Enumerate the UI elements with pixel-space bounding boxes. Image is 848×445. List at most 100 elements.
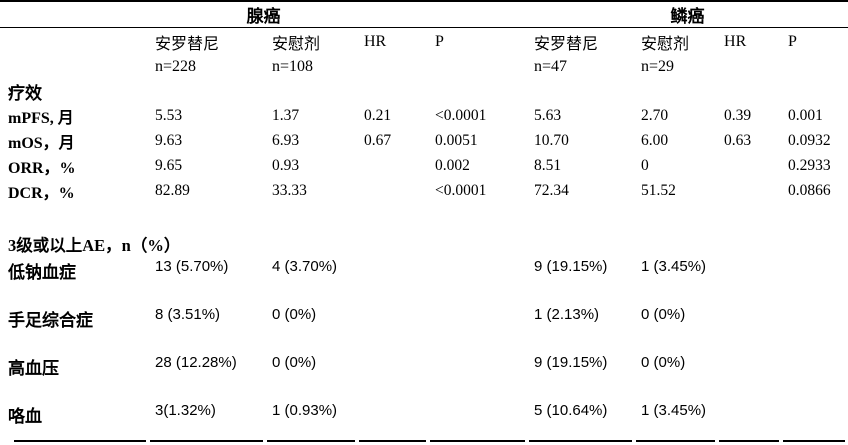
border-segment xyxy=(267,439,355,442)
row-label: 咯血 xyxy=(8,406,42,426)
cell-value xyxy=(781,400,848,440)
table-row: ORR，% 9.65 0.93 0.002 8.51 0 0.2933 xyxy=(0,154,848,179)
cell-value: 9.63 xyxy=(155,132,183,149)
table-row: mPFS, 月 5.53 1.37 0.21 <0.0001 5.63 2.70 0.39 0.… xyxy=(0,104,848,129)
col-header-anlotinib-squamous: 安罗替尼 xyxy=(534,35,599,53)
cell-value xyxy=(717,256,781,304)
group-header-squamous: 鳞癌 xyxy=(527,1,848,28)
cell-value: 1 (3.45%) xyxy=(641,257,707,275)
section-spacer xyxy=(0,204,848,232)
cell-value: 1 (2.13%) xyxy=(534,305,600,323)
cell-value: 0 (0%) xyxy=(272,353,317,371)
border-segment xyxy=(719,439,779,442)
n-anlotinib-adeno: n=228 xyxy=(155,58,197,75)
cell-value: 0.0932 xyxy=(788,132,831,149)
corner-cell xyxy=(0,56,148,79)
section-title-row: 3级或以上AE，n（%） xyxy=(0,232,848,256)
cell-value: 82.89 xyxy=(155,182,190,199)
cell-value: 5.63 xyxy=(534,107,562,124)
row-label: mPFS, 月 xyxy=(8,110,74,127)
cell-value xyxy=(717,179,781,204)
cell-value: 72.34 xyxy=(534,182,569,199)
table-bottom-border xyxy=(0,439,848,443)
section-title: 3级或以上AE，n（%） xyxy=(8,235,181,255)
cell-value: 8 (3.51%) xyxy=(155,305,221,323)
cell-value: 0.0866 xyxy=(788,182,831,199)
border-segment xyxy=(636,439,715,442)
cell-value: 1 (3.45%) xyxy=(641,401,707,419)
cell-value: 6.00 xyxy=(641,132,669,149)
cancer-type-header-row: 腺癌 鳞癌 xyxy=(0,1,848,28)
col-header-p-adeno: P xyxy=(435,32,444,50)
cell-value: 0.002 xyxy=(435,157,470,174)
cell-value: 28 (12.28%) xyxy=(155,353,237,371)
cell-value xyxy=(781,304,848,352)
border-segment xyxy=(529,439,632,442)
cell-value: 2.70 xyxy=(641,107,669,124)
cell-value: 0.39 xyxy=(724,107,752,124)
empty-cell xyxy=(717,56,781,79)
sample-size-row: n=228 n=108 n=47 n=29 xyxy=(0,56,848,79)
border-segment xyxy=(783,439,845,442)
col-header-anlotinib-adeno: 安罗替尼 xyxy=(155,35,220,53)
cell-value: 0 (0%) xyxy=(641,353,686,371)
cell-value xyxy=(781,256,848,304)
cell-value: 9.65 xyxy=(155,157,183,174)
cell-value xyxy=(357,154,428,179)
n-placebo-squamous: n=29 xyxy=(641,58,675,75)
cell-value: 8.51 xyxy=(534,157,562,174)
corner-cell xyxy=(0,28,148,56)
cell-value: 3(1.32%) xyxy=(155,401,216,419)
cell-value xyxy=(357,256,428,304)
row-label: mOS，月 xyxy=(8,135,75,152)
border-segment xyxy=(430,439,525,442)
row-label: 手足综合症 xyxy=(8,310,93,330)
cell-value: 0 (0%) xyxy=(641,305,686,323)
cell-value xyxy=(717,304,781,352)
cell-value: 1.37 xyxy=(272,107,300,124)
cell-value: 33.33 xyxy=(272,182,307,199)
cell-value: <0.0001 xyxy=(435,182,487,199)
cell-value xyxy=(781,352,848,400)
table-row: 咯血 3(1.32%) 1 (0.93%) 5 (10.64%) 1 (3.45%) xyxy=(0,400,848,440)
row-label: ORR，% xyxy=(8,160,76,177)
border-segment xyxy=(150,439,263,442)
border-segment xyxy=(14,439,146,442)
cell-value xyxy=(428,256,527,304)
cell-value: 51.52 xyxy=(641,182,676,199)
table-row: 高血压 28 (12.28%) 0 (0%) 9 (19.15%) 0 (0%) xyxy=(0,352,848,400)
col-header-hr-squamous: HR xyxy=(724,32,747,50)
cell-value xyxy=(717,352,781,400)
table-row: 低钠血症 13 (5.70%) 4 (3.70%) 9 (19.15%) 1 (3.45… xyxy=(0,256,848,304)
cell-value: <0.0001 xyxy=(435,107,487,124)
cell-value xyxy=(428,400,527,440)
section-title-row: 疗效 xyxy=(0,79,848,104)
section-title: 疗效 xyxy=(8,83,42,103)
cell-value: 0.001 xyxy=(788,107,823,124)
cell-value: 4 (3.70%) xyxy=(272,257,338,275)
cell-value xyxy=(428,352,527,400)
cell-value: 13 (5.70%) xyxy=(155,257,229,275)
cell-value xyxy=(428,304,527,352)
row-label: 高血压 xyxy=(8,358,59,378)
empty-cell xyxy=(781,56,848,79)
cell-value: 9 (19.15%) xyxy=(534,257,608,275)
row-label: DCR，% xyxy=(8,185,75,202)
cell-value: 0.2933 xyxy=(788,157,831,174)
cell-value: 0.0051 xyxy=(435,132,478,149)
column-header-row: 安罗替尼 安慰剂 HR P 安罗替尼 安慰剂 HR P xyxy=(0,28,848,56)
col-header-p-squamous: P xyxy=(788,32,797,50)
n-placebo-adeno: n=108 xyxy=(272,58,314,75)
cell-value xyxy=(357,179,428,204)
cell-value: 5 (10.64%) xyxy=(534,401,608,419)
cell-value: 1 (0.93%) xyxy=(272,401,338,419)
n-anlotinib-squamous: n=47 xyxy=(534,58,568,75)
cell-value: 0.21 xyxy=(364,107,392,124)
cell-value: 0.93 xyxy=(272,157,300,174)
cell-value: 0 xyxy=(641,157,649,174)
cell-value xyxy=(357,400,428,440)
cell-value: 0 (0%) xyxy=(272,305,317,323)
cell-value: 10.70 xyxy=(534,132,569,149)
